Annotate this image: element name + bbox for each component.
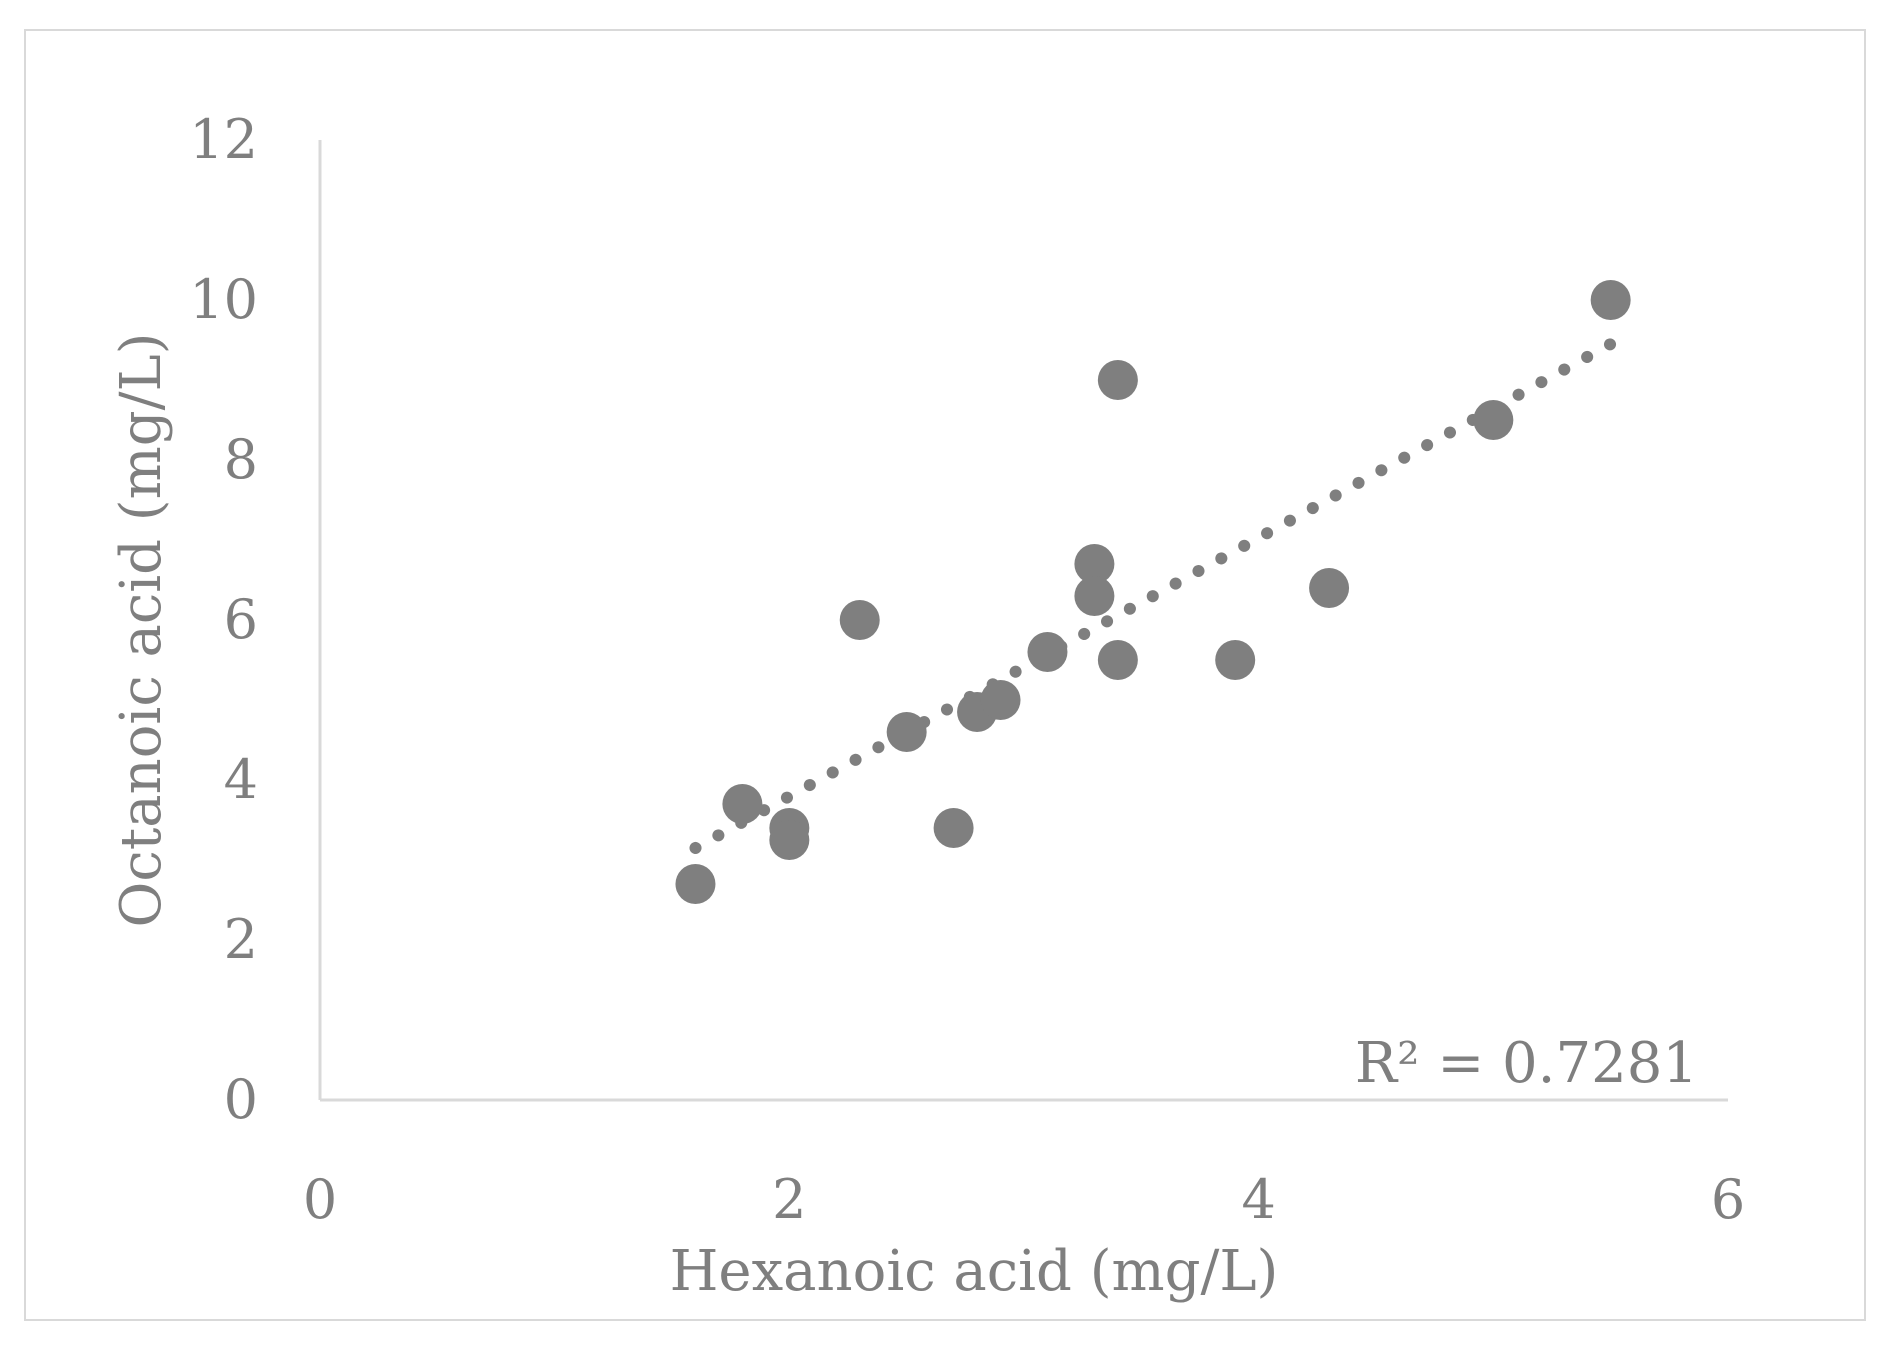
y-tick-label: 0 [224, 1068, 258, 1131]
x-tick-label: 6 [1711, 1168, 1745, 1231]
data-point [980, 680, 1021, 720]
data-point [675, 864, 716, 904]
data-point [1074, 576, 1115, 616]
data-point [839, 600, 880, 640]
trendline-path [689, 338, 1617, 854]
x-tick-labels: 0 2 4 6 [303, 1168, 1745, 1231]
data-point [886, 712, 927, 752]
axes [318, 140, 1728, 1102]
y-axis-title: Octanoic acid (mg/L) [109, 332, 174, 927]
x-tick-label: 0 [303, 1168, 337, 1231]
data-point [1215, 640, 1256, 680]
data-point [1027, 632, 1068, 672]
y-tick-label: 12 [189, 108, 258, 171]
data-point [1309, 568, 1350, 608]
data-point [933, 808, 974, 848]
trendline [689, 338, 1617, 854]
y-tick-label: 8 [224, 428, 258, 491]
x-tick-label: 4 [1241, 1168, 1275, 1231]
data-point [722, 784, 763, 824]
data-point [1097, 640, 1138, 680]
y-tick-label: 4 [224, 748, 258, 811]
data-points [675, 280, 1631, 904]
y-tick-label: 2 [224, 908, 258, 971]
y-tick-labels: 0 2 4 6 8 10 12 [189, 108, 258, 1131]
y-tick-label: 6 [224, 588, 258, 651]
data-point [1097, 360, 1138, 400]
r-squared-annotation: R² = 0.7281 [1355, 1031, 1698, 1096]
data-point [769, 820, 810, 860]
x-tick-label: 2 [772, 1168, 806, 1231]
x-axis-title: Hexanoic acid (mg/L) [670, 1239, 1279, 1304]
data-point [1473, 400, 1514, 440]
y-tick-label: 10 [189, 268, 258, 331]
chart-frame [24, 29, 1866, 1321]
data-point [1074, 544, 1115, 584]
data-point [1590, 280, 1631, 320]
